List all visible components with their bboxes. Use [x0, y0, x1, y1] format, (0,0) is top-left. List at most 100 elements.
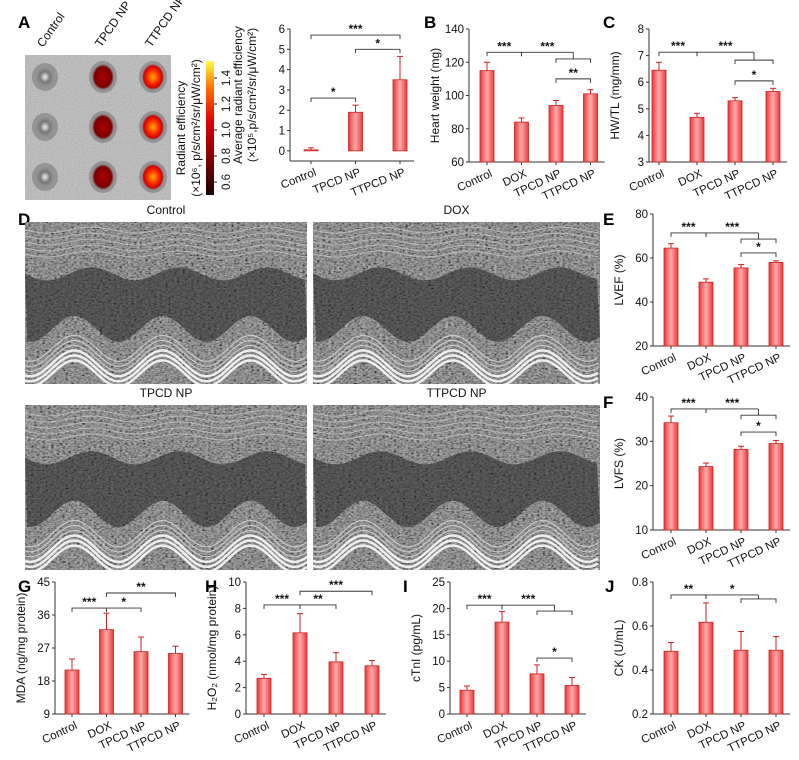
septum-line [25, 427, 307, 435]
bar-tpcd-np [733, 448, 749, 531]
y-tick-label: 15 [432, 630, 445, 642]
bar-tpcd-np [133, 651, 149, 715]
y-tick-label: 2 [279, 105, 285, 117]
ventricle-wall-line [313, 334, 599, 362]
x-tick-label: Control [640, 720, 679, 747]
y-tick-label: 4 [638, 130, 645, 142]
y-axis-label: H₂O₂ (nmol/mg protein) [205, 586, 219, 711]
septum-line [313, 427, 599, 435]
bar-control [303, 149, 319, 152]
significance-bracket [501, 604, 555, 610]
significance-label: * [730, 582, 735, 596]
y-tick-label: 3 [279, 85, 285, 97]
echo-image-title: DOX [443, 203, 469, 217]
y-tick-label: 0.8 [632, 577, 648, 589]
septum-line [313, 421, 599, 429]
panel-letter: B [424, 13, 436, 32]
y-tick-label: 45 [37, 577, 50, 589]
septum-line [313, 226, 599, 234]
septum-line [25, 250, 307, 258]
bar-ttpcd-np [768, 443, 784, 531]
echo-image: TTPCD NP [313, 386, 600, 570]
bar-ttpcd-np [768, 261, 784, 347]
ventricle-wall-line [25, 534, 307, 564]
colorbar-tick-label: 1.2 [221, 96, 233, 112]
y-tick-label: 8 [235, 603, 241, 615]
echo-content [25, 222, 307, 384]
significance-label: *** [725, 396, 739, 410]
ventricle-wall-line [25, 349, 307, 378]
ventricle-wall-line [323, 359, 599, 384]
significance-bracket [734, 80, 774, 85]
significance-bracket [521, 51, 574, 57]
y-axis-label: Average radiant efficiency [231, 26, 245, 164]
y-tick-label: 40 [635, 392, 648, 404]
ventricle-wall-line [313, 544, 599, 570]
bar-tpcd-np [529, 673, 545, 715]
significance-bracket [740, 431, 777, 437]
significance-bracket [299, 604, 337, 609]
bar-dox [698, 466, 714, 531]
y-tick-label: 120 [445, 57, 464, 69]
bar-ttpcd-np [768, 649, 784, 715]
echo-image: TPCD NP [25, 386, 307, 570]
bar-control [651, 69, 667, 163]
y-tick-label: 60 [635, 253, 648, 265]
y-axis-label: Heart weight (mg) [428, 48, 442, 143]
colorbar-tick-label: 1.4 [221, 69, 233, 86]
echo-image: Control [25, 203, 307, 384]
y-tick-label: 7 [638, 51, 644, 63]
significance-label: *** [718, 39, 732, 53]
y-tick-label: 20 [635, 481, 648, 493]
significance-bracket [705, 408, 759, 413]
y-tick-label: 5 [439, 683, 445, 695]
significance-sub-bracket [734, 52, 774, 65]
significance-label: * [756, 419, 761, 433]
y-tick-label: 10 [432, 656, 445, 668]
ventricle-wall-line [25, 524, 307, 553]
ventricle-wall-line [313, 529, 599, 558]
ventricle-chamber [313, 267, 600, 342]
y-tick-label: 10 [228, 577, 241, 589]
bar-tpcd-np [548, 105, 564, 163]
ventricle-chamber [25, 267, 307, 342]
bar-dox [698, 621, 714, 715]
y-tick-label: 25 [432, 577, 445, 589]
significance-label: ** [136, 580, 146, 594]
bar-control [663, 650, 679, 715]
bar-chart-a: 0 1 2 3 4 5 6 Average radiant efficiency (×10⁵,p… [231, 22, 414, 199]
significance-bracket [310, 34, 401, 40]
significance-label: ** [569, 66, 579, 80]
panel-letter: I [403, 577, 408, 596]
septum-line [25, 409, 307, 417]
x-tick-label: Control [233, 720, 272, 747]
significance-label: *** [681, 396, 695, 410]
organ-signal-spot [35, 116, 55, 138]
significance-label: * [552, 645, 557, 659]
y-tick-label: 0.4 [632, 665, 649, 677]
ventricle-wall-line [25, 519, 307, 548]
x-tick-label: Control [628, 168, 667, 195]
x-tick-label: Control [640, 536, 679, 563]
y-tick-label: 20 [635, 341, 648, 353]
significance-sub-bracket [555, 52, 591, 63]
septum-line [313, 232, 599, 240]
y-tick-label: 3 [638, 157, 644, 169]
colorbar-units: (×10⁶, p/s/cm²/sr/μW/cm²) [189, 59, 203, 197]
column-label: TPCD NP [92, 0, 134, 50]
bar-tpcd-np [733, 267, 749, 347]
significance-label: *** [329, 578, 343, 592]
ventricle-wall-line [25, 529, 307, 558]
y-tick-label: 0 [279, 146, 285, 158]
significance-bracket [299, 590, 373, 596]
septum-line [25, 244, 307, 252]
bar-dox [698, 281, 714, 347]
significance-label: *** [540, 39, 554, 53]
septum-line [313, 415, 599, 423]
septum-line [25, 238, 307, 246]
